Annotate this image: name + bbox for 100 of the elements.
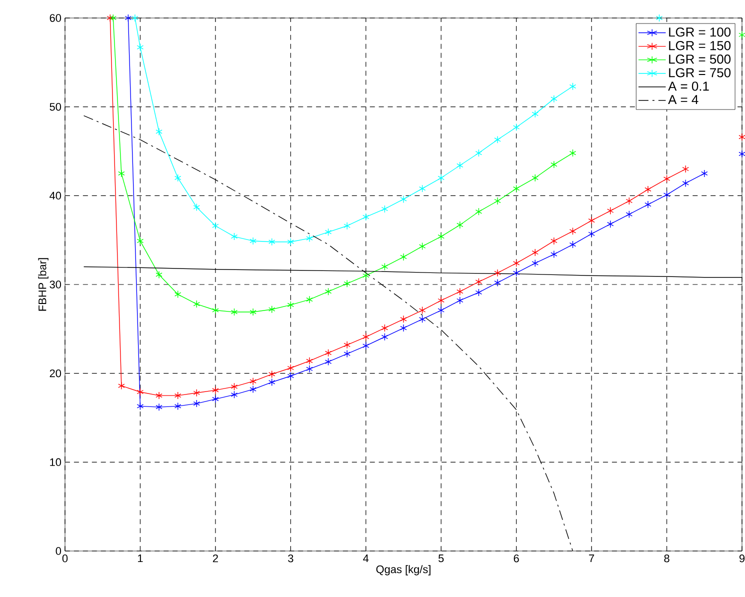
y-tick-label: 60: [50, 14, 62, 22]
point: [456, 296, 464, 304]
point: [475, 278, 482, 286]
y-tick-label: 10: [50, 458, 62, 466]
x-tick-label: 5: [438, 554, 444, 562]
point: [344, 280, 350, 288]
point: [512, 184, 520, 192]
point: [156, 270, 162, 279]
point: [418, 306, 426, 314]
point: [438, 232, 444, 240]
point: [268, 370, 276, 378]
point: [136, 43, 144, 52]
point: [287, 238, 294, 246]
point: [362, 272, 370, 280]
point: [250, 308, 256, 316]
point: [512, 269, 520, 277]
point: [250, 385, 256, 394]
point: [512, 123, 520, 132]
point: [136, 237, 144, 245]
point: [606, 220, 614, 228]
point: [588, 230, 595, 238]
point: [212, 306, 219, 314]
point: [663, 174, 670, 183]
point: [400, 315, 407, 323]
point: [324, 349, 332, 357]
point: [174, 290, 182, 298]
x-tick-label: 8: [664, 554, 670, 562]
point: [569, 227, 576, 236]
point: [456, 288, 464, 296]
x-tick-label: 7: [589, 554, 594, 562]
point: [324, 288, 332, 296]
point: [212, 222, 219, 230]
point: [287, 301, 294, 309]
point: [193, 203, 200, 212]
point: [193, 300, 200, 308]
x-tick-label: 2: [212, 554, 218, 562]
point: [418, 242, 426, 250]
point: [156, 392, 162, 400]
point: [230, 232, 238, 240]
point: [212, 386, 219, 394]
point: [118, 170, 125, 178]
point: [475, 288, 482, 296]
point: [418, 315, 426, 323]
legend-label: LGR = 150: [669, 41, 731, 50]
point: [456, 221, 464, 229]
x-tick-label: 9: [739, 554, 745, 562]
point: [136, 402, 144, 410]
y-tick-label: 40: [50, 192, 62, 200]
legend-label: LGR = 100: [669, 28, 731, 37]
point: [418, 184, 426, 192]
point: [663, 190, 670, 199]
point: [494, 136, 501, 144]
point: [569, 149, 576, 157]
x-tick-label: 6: [514, 554, 519, 562]
point: [193, 389, 200, 397]
point: [306, 296, 313, 304]
point: [306, 357, 313, 365]
point: [362, 333, 370, 341]
point: [344, 222, 350, 230]
point: [512, 259, 520, 268]
point: [532, 259, 539, 268]
point: [532, 248, 539, 256]
point: [400, 324, 407, 332]
point: [106, 14, 114, 22]
point: [287, 372, 294, 380]
point: [738, 31, 745, 39]
point: [230, 382, 238, 390]
point: [287, 364, 294, 372]
point: [212, 395, 219, 403]
point: [456, 162, 464, 170]
point: [174, 174, 182, 182]
point: [324, 228, 332, 236]
point: [174, 402, 182, 410]
point: [588, 216, 595, 224]
x-tick-label: 1: [138, 554, 143, 562]
point: [362, 213, 370, 221]
point: [569, 240, 576, 248]
point: [400, 195, 407, 204]
x-tick-label: 4: [363, 554, 369, 562]
point: [438, 306, 444, 314]
point: [494, 278, 501, 287]
point: [118, 382, 125, 390]
y-tick-label: 20: [50, 369, 62, 378]
point: [626, 210, 633, 218]
legend-label: A = 4: [668, 95, 698, 104]
point: [644, 186, 652, 194]
point: [701, 170, 708, 178]
point: [606, 206, 614, 215]
point: [626, 197, 633, 205]
legend-label: A = 0.1: [668, 82, 709, 91]
point: [136, 388, 144, 396]
point: [550, 237, 558, 245]
point: [268, 378, 276, 386]
point: [124, 14, 132, 22]
point: [738, 150, 745, 158]
y-tick-label: 50: [50, 102, 62, 111]
legend-label: LGR = 750: [669, 68, 731, 78]
point: [475, 208, 482, 216]
point: [381, 205, 388, 213]
point: [494, 269, 501, 277]
